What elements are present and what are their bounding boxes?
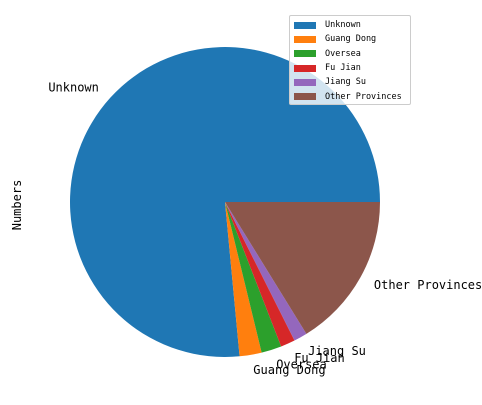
legend-swatch (294, 35, 316, 43)
slice-label-unknown: Unknown (48, 80, 99, 94)
legend-swatch (294, 78, 316, 86)
legend-label: Unknown (325, 20, 361, 31)
legend-entry-fu-jian: Fu Jian (294, 61, 406, 75)
legend-entry-jiang-su: Jiang Su (294, 75, 406, 89)
slice-fu-jian (225, 202, 295, 347)
slice-label-guang-dong: Guang Dong (253, 363, 325, 377)
slice-label-fu-jian: Fu Jian (294, 351, 345, 365)
legend-label: Oversea (325, 48, 361, 59)
legend-entry-unknown: Unknown (294, 18, 406, 32)
legend-entry-other-provinces: Other Provinces (294, 89, 406, 103)
legend-swatch (294, 93, 316, 101)
slice-other-provinces (225, 202, 380, 334)
slice-guang-dong (225, 202, 262, 357)
legend-entry-oversea: Oversea (294, 47, 406, 61)
slice-jiang-su (225, 202, 307, 341)
slice-oversea (225, 202, 282, 353)
legend-label: Jiang Su (325, 77, 366, 88)
legend-label: Other Provinces (325, 91, 402, 102)
legend-label: Fu Jian (325, 63, 361, 74)
legend-swatch (294, 64, 316, 72)
legend-entry-guang-dong: Guang Dong (294, 32, 406, 46)
legend-swatch (294, 21, 316, 29)
slice-label-other-provinces: Other Provinces (374, 278, 482, 292)
legend-label: Guang Dong (325, 34, 377, 45)
chart-legend: Unknown Guang Dong Oversea Fu Jian Jiang Su O… (289, 15, 411, 105)
slice-label-oversea: Oversea (276, 358, 327, 372)
y-axis-label: Numbers (10, 180, 24, 231)
pie-slices (70, 46, 381, 357)
legend-swatch (294, 50, 316, 58)
slice-unknown (70, 46, 381, 357)
slice-label-jiang-su: Jiang Su (308, 344, 366, 358)
